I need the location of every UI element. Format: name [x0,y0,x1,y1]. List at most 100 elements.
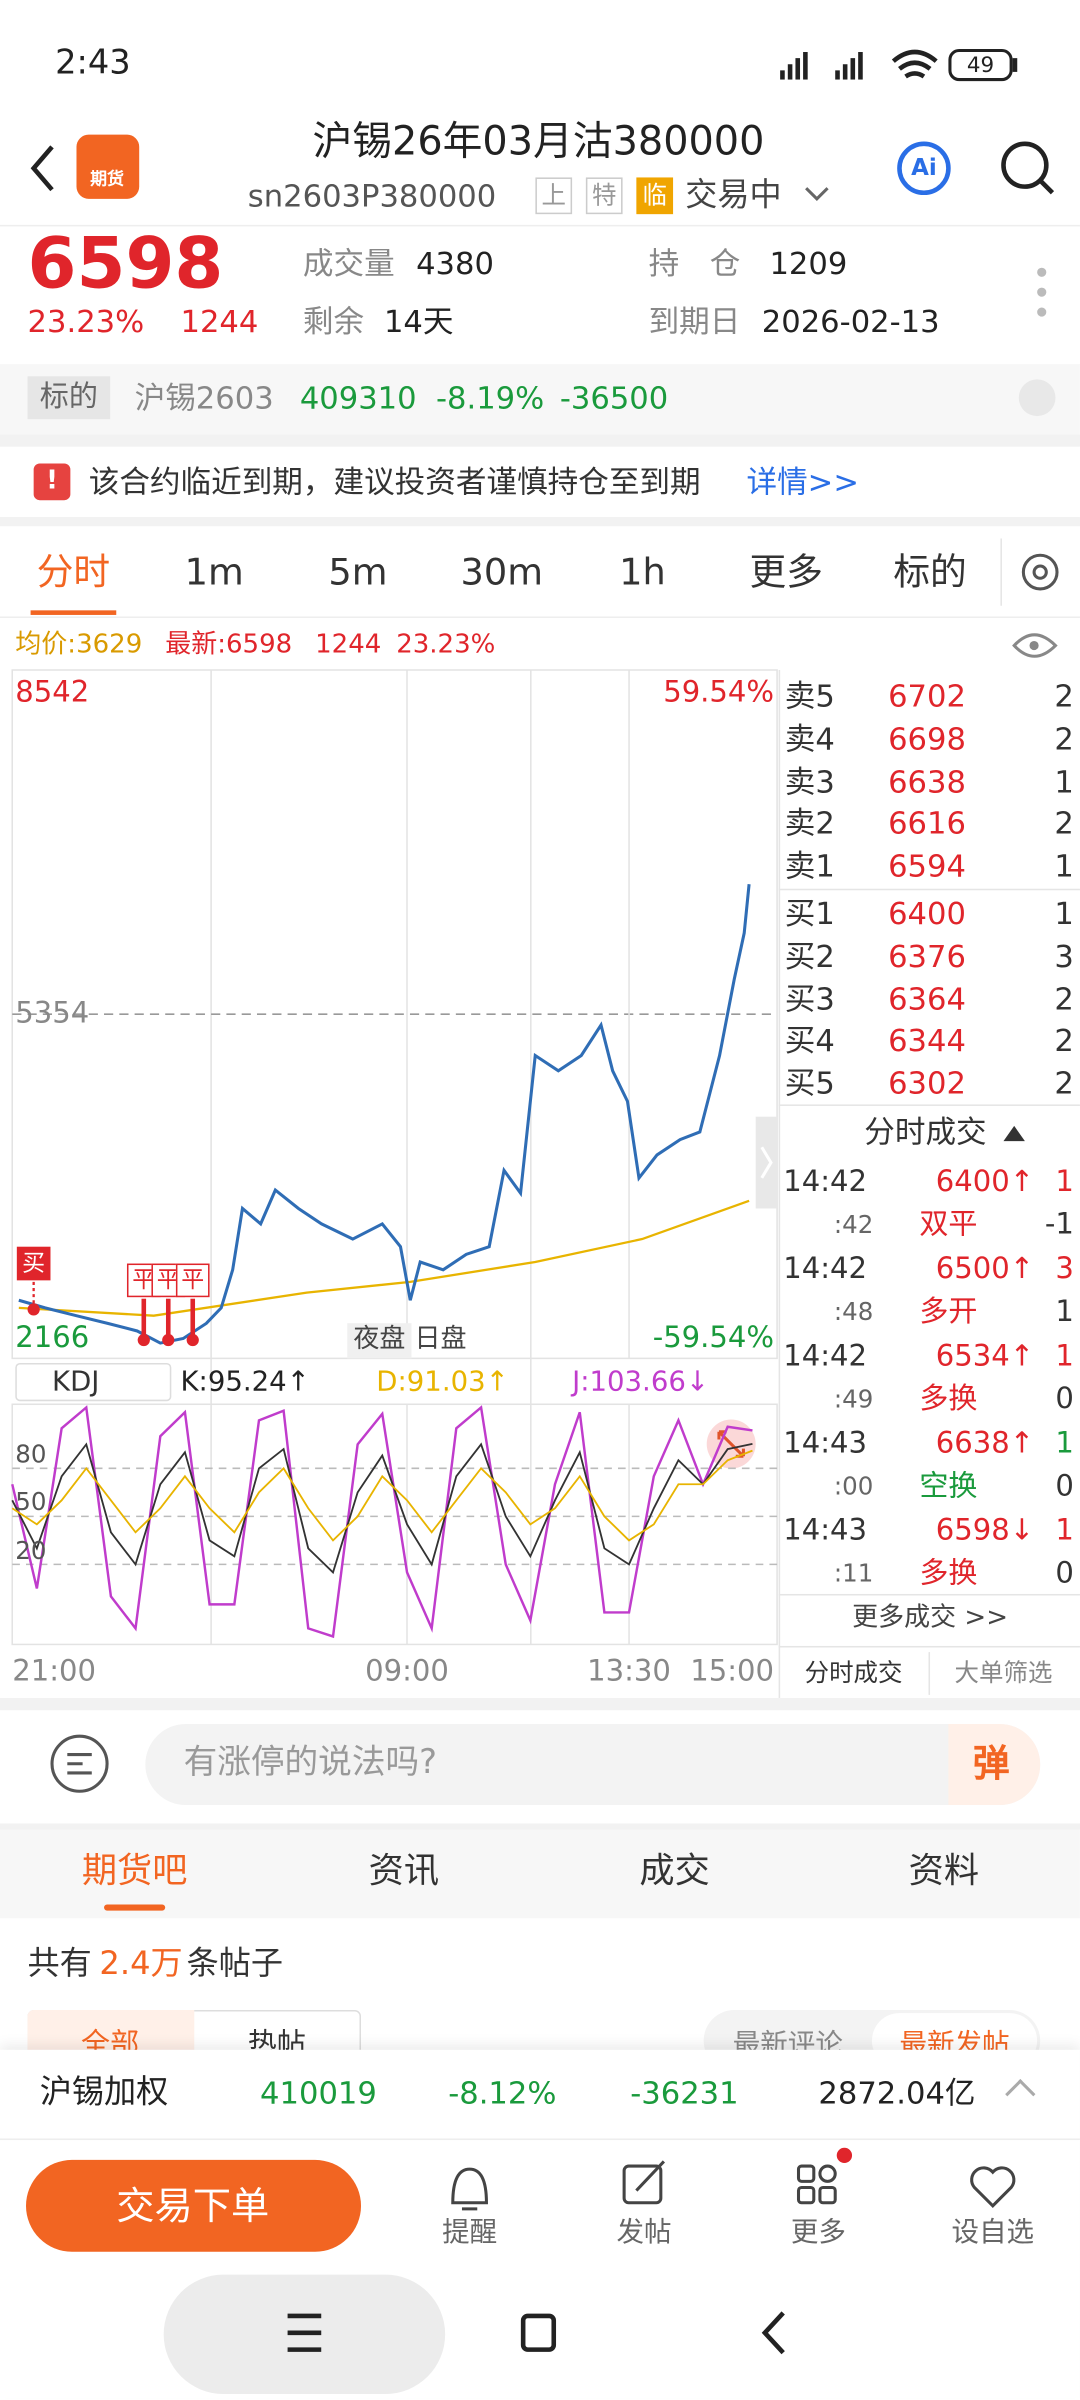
tab-divider-v [928,1652,931,1695]
community-tab[interactable]: 资料 [908,1851,980,1892]
ask-label: 卖5 [784,677,835,715]
ask-price: 6638 [888,762,966,800]
ask-label: 卖3 [784,762,835,800]
trade-qty: 1 [1055,1513,1074,1548]
tab[interactable]: 更多 [749,550,823,594]
more-trades[interactable]: 更多成交 >> [852,1602,1009,1633]
trade-second: :42 [833,1209,874,1240]
underlying-tag [27,376,111,420]
action-label[interactable]: 设自选 [951,2216,1035,2249]
posts-count: 2.4万 [99,1945,183,1982]
trade-button-label[interactable]: 交易下单 [116,2183,270,2229]
latest-change: 1244 [315,629,382,661]
avg-line [18,1199,750,1317]
underlying-row [0,364,1080,435]
ask-price: 6616 [888,805,966,842]
action-label[interactable]: 提醒 [442,2216,498,2249]
tab[interactable]: 分时 [36,550,111,594]
kdj-value: K:95.24↑ [180,1366,310,1399]
search-handle [1038,178,1055,195]
notice-link[interactable]: 详情>> [746,463,859,501]
trade-button[interactable] [26,2159,362,2252]
state-chevron[interactable] [805,187,829,202]
kdj-tick-label: 50 [15,1487,47,1517]
tab[interactable]: 1h [619,550,666,594]
tab[interactable]: 1m [184,550,244,594]
bid-price: 6400 [888,894,966,932]
x-tick-label: 15:00 [690,1654,775,1689]
status-icons [780,48,1018,82]
trade-mark-box [175,1263,210,1298]
title: 沪锡26年03月沽380000 [312,119,765,166]
index-amount: 2872.04亿 [818,2074,976,2111]
comment-input[interactable] [145,1723,1041,1806]
band [0,1823,1080,1830]
tab[interactable]: 标的 [893,550,967,594]
band [0,434,1080,447]
nav-pill[interactable] [163,2274,446,2394]
community-underline [104,1904,166,1911]
y-tick-label: 8542 [15,675,90,710]
change-pct: 23.23% [27,302,145,340]
tab[interactable]: 5m [328,550,388,594]
underlying-change: -36500 [559,379,669,417]
book-divider-h [778,1645,1080,1648]
trade-mark-dot [27,1303,40,1316]
trades-tab[interactable]: 分时成交 [804,1658,903,1688]
index-name[interactable]: 沪锡加权 [39,2073,169,2111]
bid-label: 买1 [784,894,835,932]
kdj-line [11,1442,753,1575]
tag-box [636,177,674,215]
trade-mark-dot [137,1333,150,1347]
book-divider [778,670,781,1698]
x-tick-label: 13:30 [587,1654,671,1689]
trade-delta: 0 [1055,1382,1074,1416]
trade-state: 交易中 [685,176,782,214]
more-dots[interactable] [1037,267,1047,317]
expand-arrow [760,1146,773,1179]
ask-qty: 1 [1054,762,1074,800]
search-icon[interactable] [1001,141,1049,189]
kdj-value: J:103.66↓ [572,1366,709,1399]
expand-tab[interactable] [755,1116,778,1209]
trades-tab[interactable]: 大单筛选 [954,1658,1053,1688]
trades-caret [1003,1125,1025,1142]
trade-second: :49 [833,1384,874,1414]
tab-underline [30,610,117,615]
action-label[interactable]: 更多 [790,2216,846,2249]
bid-label: 买3 [784,979,835,1017]
x-tick-label: 09:00 [365,1654,449,1689]
trade-mark-dot [162,1333,175,1347]
community-tab[interactable]: 期货吧 [81,1851,188,1892]
pct-label: -59.54% [652,1320,775,1355]
community-tab[interactable]: 资讯 [368,1851,440,1892]
open-interest: 1209 [769,244,848,282]
kdj-line [11,1449,753,1542]
ai-label[interactable]: Ai [911,153,937,182]
trade-type: 空换 [919,1469,978,1503]
remaining: 14天 [383,302,454,340]
danmaku-label[interactable]: 弹 [972,1742,1010,1786]
bid-label: 买5 [784,1064,835,1102]
kdj-selector[interactable] [15,1362,172,1402]
pct-label: 59.54% [663,675,775,710]
bid-label: 买2 [784,937,835,975]
contract-code: sn2603P380000 [247,177,497,215]
settings-icon-core [1032,564,1048,580]
trade-time: 14:43 [783,1513,867,1548]
y-tick-label: 2166 [15,1320,90,1355]
battery: 49 [966,53,995,79]
underlying-more[interactable] [1018,379,1056,417]
settings-icon[interactable] [1021,553,1059,591]
danmaku-btn[interactable] [948,1723,1041,1806]
y-tick-label: 5354 [15,996,90,1031]
ai-icon[interactable] [897,141,951,196]
tab[interactable]: 30m [460,550,543,594]
logo[interactable] [76,134,140,199]
session-label: 日盘 [414,1323,467,1355]
trade-mark: 平 [181,1265,205,1294]
action-label[interactable]: 发帖 [616,2216,672,2249]
community-tab[interactable]: 成交 [639,1851,710,1892]
